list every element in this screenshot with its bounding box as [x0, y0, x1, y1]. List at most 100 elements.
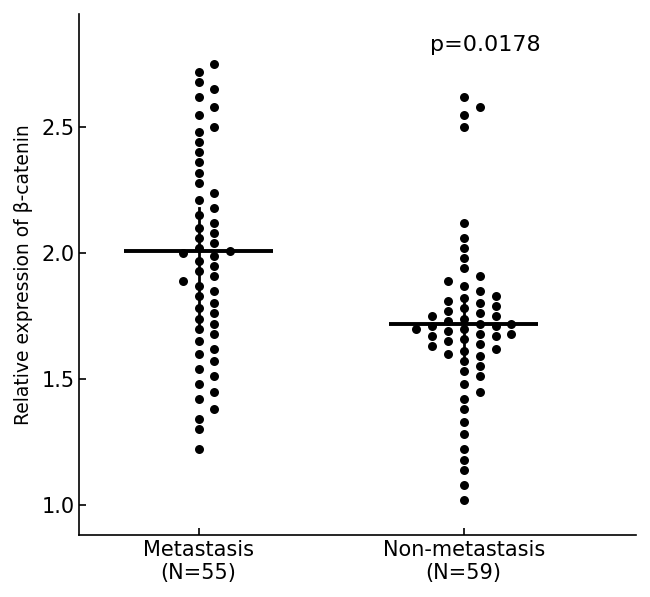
Point	[209, 329, 220, 338]
Point	[506, 319, 517, 328]
Point	[209, 372, 220, 381]
Point	[458, 92, 469, 101]
Point	[458, 455, 469, 464]
Point	[443, 316, 453, 326]
Point	[209, 309, 220, 318]
Point	[474, 352, 485, 361]
Point	[474, 387, 485, 396]
Point	[458, 367, 469, 376]
Point	[458, 404, 469, 414]
Point	[193, 211, 203, 220]
Point	[193, 349, 203, 359]
Point	[458, 314, 469, 324]
Point	[193, 414, 203, 424]
Point	[426, 331, 437, 341]
Point	[474, 102, 485, 112]
Point	[474, 309, 485, 318]
Point	[458, 346, 469, 356]
Point	[177, 276, 188, 285]
Point	[458, 253, 469, 263]
Point	[474, 271, 485, 281]
Point	[193, 364, 203, 374]
Point	[458, 294, 469, 303]
Point	[490, 291, 501, 301]
Point	[209, 60, 220, 69]
Point	[458, 218, 469, 227]
Point	[193, 379, 203, 389]
Point	[225, 246, 235, 256]
Point	[490, 301, 501, 310]
Point	[458, 445, 469, 454]
Point	[193, 281, 203, 291]
Point	[443, 296, 453, 306]
Point	[193, 424, 203, 434]
Point	[209, 387, 220, 396]
Point	[193, 127, 203, 137]
Point	[490, 331, 501, 341]
Point	[458, 417, 469, 426]
Point	[474, 362, 485, 371]
Point	[209, 319, 220, 328]
Point	[426, 341, 437, 351]
Point	[458, 110, 469, 119]
Point	[458, 304, 469, 313]
Point	[193, 337, 203, 346]
Point	[474, 339, 485, 349]
Point	[474, 319, 485, 328]
Point	[193, 395, 203, 404]
Point	[209, 238, 220, 248]
Point	[458, 243, 469, 253]
Point	[193, 147, 203, 157]
Point	[490, 311, 501, 321]
Point	[458, 465, 469, 475]
Point	[458, 281, 469, 291]
Point	[193, 256, 203, 266]
Point	[426, 321, 437, 331]
Point	[193, 291, 203, 301]
Point	[209, 286, 220, 296]
Point	[458, 495, 469, 504]
Point	[443, 276, 453, 285]
Point	[506, 329, 517, 338]
Point	[193, 304, 203, 313]
Point	[443, 306, 453, 316]
Point	[458, 356, 469, 366]
Point	[443, 337, 453, 346]
Point	[209, 261, 220, 270]
Point	[458, 122, 469, 132]
Point	[458, 334, 469, 343]
Point	[209, 271, 220, 281]
Point	[193, 223, 203, 233]
Point	[209, 298, 220, 308]
Point	[193, 243, 203, 253]
Point	[193, 92, 203, 101]
Point	[193, 266, 203, 275]
Point	[209, 404, 220, 414]
Point	[193, 158, 203, 167]
Point	[490, 344, 501, 353]
Point	[193, 67, 203, 76]
Point	[474, 372, 485, 381]
Point	[474, 298, 485, 308]
Point	[474, 329, 485, 338]
Point	[209, 228, 220, 238]
Point	[458, 263, 469, 273]
Point	[458, 430, 469, 439]
Point	[209, 188, 220, 198]
Point	[193, 233, 203, 243]
Point	[193, 77, 203, 87]
Point	[193, 314, 203, 324]
Point	[193, 110, 203, 119]
Point	[474, 286, 485, 296]
Point	[458, 324, 469, 333]
Y-axis label: Relative expression of β-catenin: Relative expression of β-catenin	[14, 124, 33, 425]
Point	[458, 379, 469, 389]
Point	[193, 324, 203, 333]
Point	[193, 178, 203, 187]
Point	[209, 218, 220, 227]
Point	[193, 445, 203, 454]
Point	[443, 349, 453, 359]
Point	[193, 195, 203, 205]
Point	[209, 122, 220, 132]
Point	[426, 311, 437, 321]
